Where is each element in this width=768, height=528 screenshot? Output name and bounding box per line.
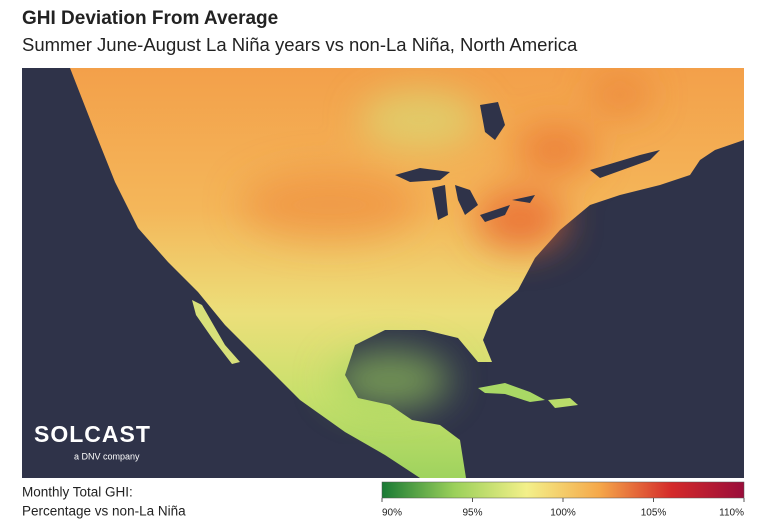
great-lakes [395, 168, 535, 222]
logo-name: SOLCAST [34, 421, 151, 447]
colorbar-tick-label: 100% [550, 508, 576, 519]
colorbar-tick-label: 90% [382, 508, 402, 519]
title: GHI Deviation From Average [22, 8, 278, 29]
baja [192, 300, 240, 364]
st-lawrence [590, 150, 660, 178]
legend-label: Monthly Total GHI: [22, 485, 133, 500]
heat-blobs [240, 75, 650, 410]
cuba [478, 383, 545, 402]
logo: SOLCAST a DNV company [34, 421, 151, 461]
colorbar-tick-label: 105% [641, 508, 667, 519]
subtitle: Summer June-August La Niña years vs non-… [22, 34, 578, 55]
logo-tagline: a DNV company [74, 451, 140, 461]
colorbar-tick-label: 95% [462, 508, 482, 519]
hispaniola [548, 398, 578, 408]
colorbar [381, 481, 745, 499]
colorbar-tick-label: 110% [719, 508, 744, 519]
map [22, 68, 744, 478]
james-bay [480, 102, 505, 140]
legend-label: Percentage vs non-La Niña [22, 504, 186, 519]
